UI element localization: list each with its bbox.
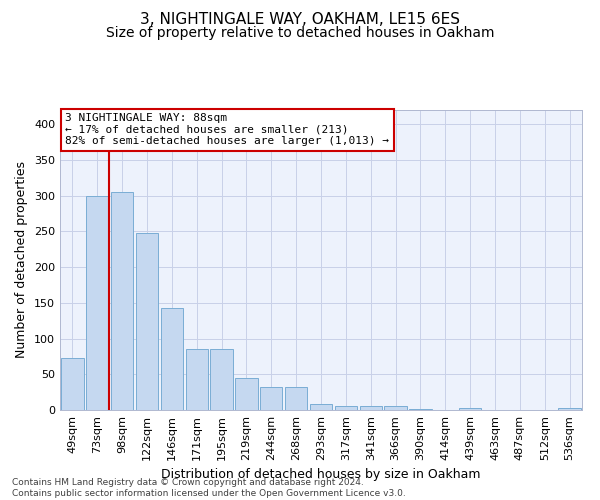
Bar: [86, 196, 109, 410]
Bar: [559, 408, 581, 410]
Bar: [359, 406, 382, 410]
Bar: [310, 404, 332, 410]
Bar: [459, 408, 481, 410]
Bar: [235, 378, 257, 410]
Bar: [211, 350, 233, 410]
X-axis label: Distribution of detached houses by size in Oakham: Distribution of detached houses by size …: [161, 468, 481, 481]
Bar: [385, 406, 407, 410]
Bar: [335, 406, 357, 410]
Bar: [260, 387, 283, 410]
Bar: [136, 233, 158, 410]
Bar: [161, 308, 183, 410]
Bar: [61, 358, 83, 410]
Y-axis label: Number of detached properties: Number of detached properties: [16, 162, 28, 358]
Bar: [111, 192, 133, 410]
Text: 3, NIGHTINGALE WAY, OAKHAM, LE15 6ES: 3, NIGHTINGALE WAY, OAKHAM, LE15 6ES: [140, 12, 460, 28]
Text: Size of property relative to detached houses in Oakham: Size of property relative to detached ho…: [106, 26, 494, 40]
Text: 3 NIGHTINGALE WAY: 88sqm
← 17% of detached houses are smaller (213)
82% of semi-: 3 NIGHTINGALE WAY: 88sqm ← 17% of detach…: [65, 113, 389, 146]
Bar: [185, 350, 208, 410]
Text: Contains HM Land Registry data © Crown copyright and database right 2024.
Contai: Contains HM Land Registry data © Crown c…: [12, 478, 406, 498]
Bar: [285, 387, 307, 410]
